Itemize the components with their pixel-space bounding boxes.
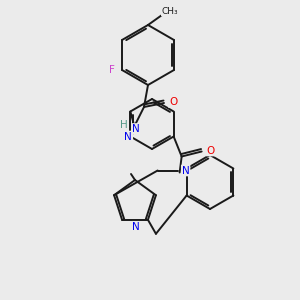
Text: N: N [132,222,140,232]
Text: N: N [182,166,190,176]
Text: N: N [132,124,140,134]
Text: O: O [169,97,177,107]
Text: N: N [124,131,132,142]
Text: O: O [206,146,215,155]
Text: F: F [109,65,115,75]
Text: H: H [120,120,128,130]
Text: CH₃: CH₃ [162,7,178,16]
